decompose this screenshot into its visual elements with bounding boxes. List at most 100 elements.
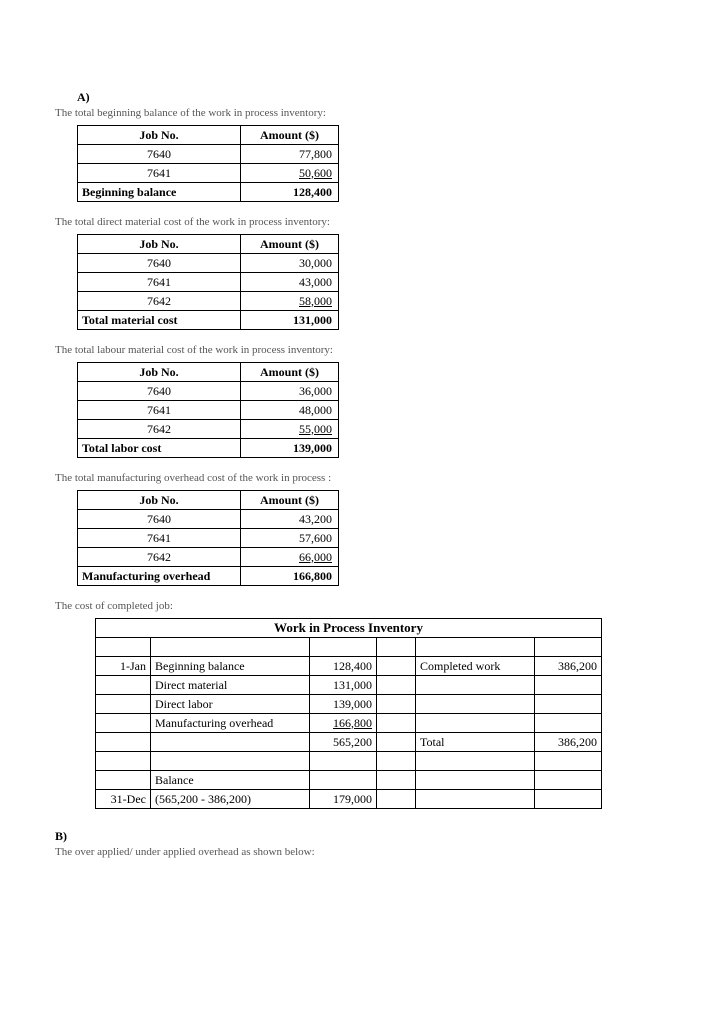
wip-cell-c1 [96, 752, 151, 771]
wip-cell-c2 [151, 752, 310, 771]
wip-cell-c4 [377, 676, 416, 695]
wip-cell-c3: 131,000 [310, 676, 377, 695]
total-row: Beginning balance128,400 [78, 183, 339, 202]
cell-amount: 48,000 [241, 401, 339, 420]
cost-table: Job No.Amount ($)764030,000764143,000764… [77, 234, 339, 330]
wip-cell-c5 [416, 714, 535, 733]
cell-job: 7640 [78, 254, 241, 273]
wip-cell-c6 [535, 771, 602, 790]
col-header-amount: Amount ($) [241, 235, 339, 254]
cost-table: Job No.Amount ($)764043,200764157,600764… [77, 490, 339, 586]
wip-cell-c4 [377, 733, 416, 752]
col-header-job: Job No. [78, 363, 241, 382]
wip-cell-c2: Beginning balance [151, 657, 310, 676]
wip-row: 565,200 Total386,200 [96, 733, 602, 752]
cell-amount: 43,000 [241, 273, 339, 292]
table-desc: The total beginning balance of the work … [55, 107, 669, 119]
col-header-job: Job No. [78, 126, 241, 145]
wip-cell-c6 [535, 790, 602, 809]
cell-job: 7641 [78, 529, 241, 548]
wip-cell-c5 [416, 752, 535, 771]
section-b-label: B) [55, 829, 669, 844]
cell-job: 7641 [78, 164, 241, 183]
wip-blank-row [96, 638, 602, 657]
cell-amount: 43,200 [241, 510, 339, 529]
wip-cell-c5 [416, 790, 535, 809]
col-header-amount: Amount ($) [241, 491, 339, 510]
cost-table: Job No.Amount ($)764077,800764150,600Beg… [77, 125, 339, 202]
wip-cell-c4 [377, 695, 416, 714]
table-desc: The total labour material cost of the wo… [55, 344, 669, 356]
table-desc: The total direct material cost of the wo… [55, 216, 669, 228]
cell-job: 7642 [78, 292, 241, 311]
wip-cell-c4 [377, 752, 416, 771]
table-row: 764030,000 [78, 254, 339, 273]
wip-cell-c5: Total [416, 733, 535, 752]
total-label: Total material cost [78, 311, 241, 330]
wip-cell-c2 [151, 733, 310, 752]
wip-cell-c4 [377, 790, 416, 809]
wip-cell-c6: 386,200 [535, 657, 602, 676]
col-header-amount: Amount ($) [241, 363, 339, 382]
wip-cell-c1 [96, 771, 151, 790]
table-row: 764043,200 [78, 510, 339, 529]
cell-amount: 50,600 [241, 164, 339, 183]
total-amount: 131,000 [241, 311, 339, 330]
total-amount: 128,400 [241, 183, 339, 202]
total-row: Total material cost131,000 [78, 311, 339, 330]
wip-cell-c6: 386,200 [535, 733, 602, 752]
wip-title: Work in Process Inventory [96, 619, 602, 638]
wip-cell-c5: Completed work [416, 657, 535, 676]
wip-cell-c4 [377, 771, 416, 790]
wip-cell-c3: 565,200 [310, 733, 377, 752]
cell-amount: 30,000 [241, 254, 339, 273]
section-a-label: A) [77, 90, 669, 105]
total-row: Manufacturing overhead166,800 [78, 567, 339, 586]
cell-amount: 57,600 [241, 529, 339, 548]
cell-job: 7641 [78, 401, 241, 420]
section-b-desc: The over applied/ under applied overhead… [55, 846, 669, 858]
wip-cell-c5 [416, 771, 535, 790]
document-page: A) The total beginning balance of the wo… [0, 0, 724, 904]
wip-cell-c6 [535, 695, 602, 714]
wip-cell-c1 [96, 695, 151, 714]
cell-amount: 77,800 [241, 145, 339, 164]
wip-cell-c2: Balance [151, 771, 310, 790]
cell-job: 7640 [78, 382, 241, 401]
total-label: Beginning balance [78, 183, 241, 202]
cell-job: 7640 [78, 510, 241, 529]
wip-cell-c2: Manufacturing overhead [151, 714, 310, 733]
wip-cell-c1: 1-Jan [96, 657, 151, 676]
wip-cell-c2: Direct material [151, 676, 310, 695]
wip-row: Direct labor139,000 [96, 695, 602, 714]
col-header-amount: Amount ($) [241, 126, 339, 145]
table-row: 764143,000 [78, 273, 339, 292]
cell-job: 7642 [78, 420, 241, 439]
wip-cell-c3: 179,000 [310, 790, 377, 809]
table-row: 764157,600 [78, 529, 339, 548]
wip-cell-c3 [310, 752, 377, 771]
table-row: 764255,000 [78, 420, 339, 439]
wip-cell-c4 [377, 657, 416, 676]
wip-cell-c1 [96, 676, 151, 695]
wip-cell-c4 [377, 714, 416, 733]
col-header-job: Job No. [78, 491, 241, 510]
cell-amount: 55,000 [241, 420, 339, 439]
table-row: 764150,600 [78, 164, 339, 183]
wip-row: Balance [96, 771, 602, 790]
cell-amount: 66,000 [241, 548, 339, 567]
wip-cell-c5 [416, 695, 535, 714]
total-label: Total labor cost [78, 439, 241, 458]
wip-cell-c5 [416, 676, 535, 695]
total-label: Manufacturing overhead [78, 567, 241, 586]
wip-cell-c2: Direct labor [151, 695, 310, 714]
wip-cell-c1 [96, 733, 151, 752]
col-header-job: Job No. [78, 235, 241, 254]
wip-cell-c6 [535, 752, 602, 771]
wip-cell-c1: 31-Dec [96, 790, 151, 809]
cell-job: 7640 [78, 145, 241, 164]
cell-job: 7641 [78, 273, 241, 292]
wip-table: Work in Process Inventory 1-JanBeginning… [95, 618, 602, 809]
section-b: B) The over applied/ under applied overh… [55, 829, 669, 858]
completed-job-desc: The cost of completed job: [55, 600, 669, 612]
